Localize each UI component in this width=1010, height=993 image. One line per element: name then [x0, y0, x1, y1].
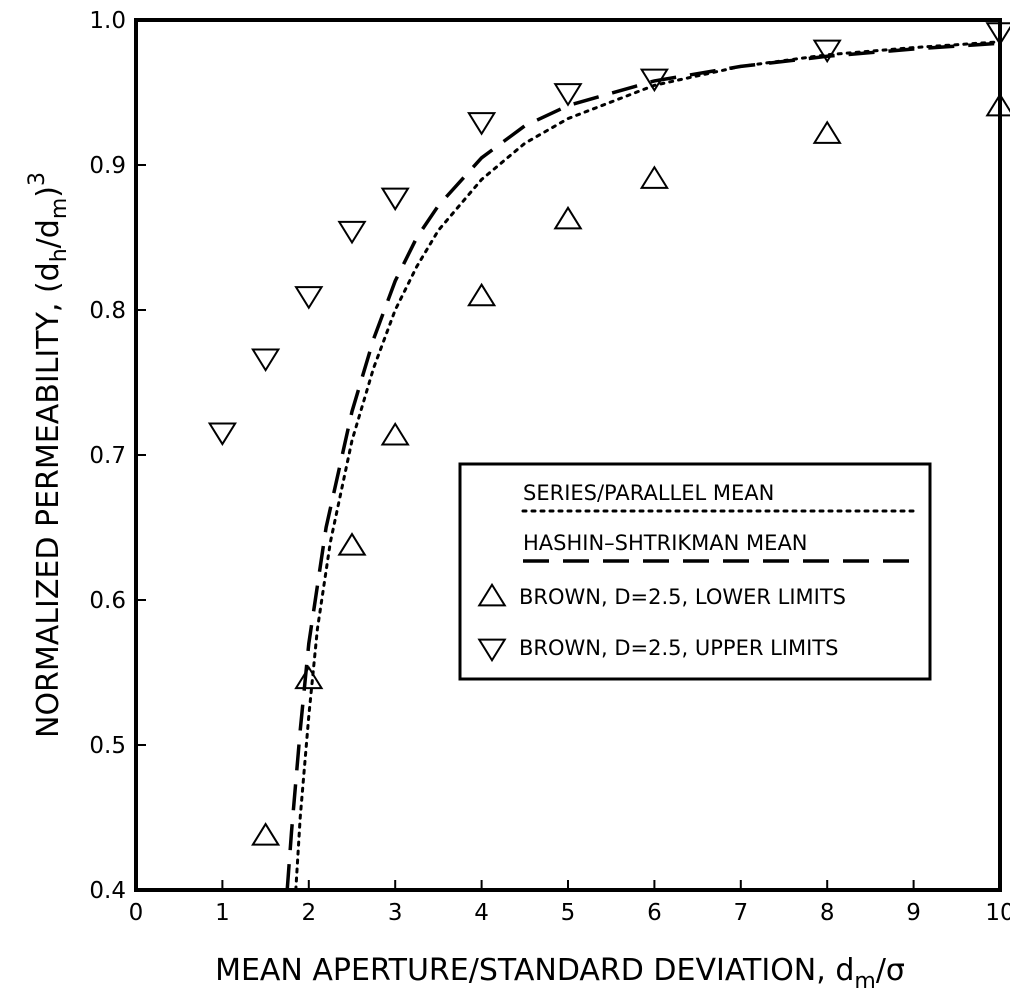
legend-marker-swatch [477, 638, 507, 663]
hashin-shtrikman-mean-line [285, 41, 1000, 890]
upper-limit-point [251, 348, 281, 373]
y-tick-label: 0.4 [89, 878, 126, 904]
y-tick-label: 0.7 [89, 443, 126, 469]
upper-limit-point [207, 422, 237, 446]
y-tick-label: 0.8 [89, 298, 126, 324]
y-tick-label: 0.5 [89, 733, 126, 759]
y-tick-label: 0.9 [89, 153, 126, 179]
x-tick-label: 6 [647, 900, 662, 926]
plot-area-frame [134, 18, 1002, 892]
x-axis-label: MEAN APERTURE/STANDARD DEVIATION, dm/σ [215, 953, 905, 993]
legend-label: HASHIN–SHTRIKMAN MEAN [523, 531, 808, 555]
legend-label: BROWN, D=2.5, UPPER LIMITS [519, 636, 838, 660]
x-tick-label: 10 [985, 900, 1010, 926]
upper-limit-point [639, 68, 669, 93]
x-tick-label: 8 [820, 900, 835, 926]
lower-limit-point [337, 532, 367, 556]
upper-limit-point [812, 39, 842, 64]
legend-marker-swatch [477, 582, 507, 607]
legend-label: SERIES/PARALLEL MEAN [523, 481, 774, 505]
series-parallel-mean-line [294, 40, 1000, 890]
legend-label: BROWN, D=2.5, LOWER LIMITS [519, 585, 846, 609]
lower-limit-point [294, 665, 324, 690]
upper-limit-point [380, 187, 410, 212]
lower-limit-point [553, 205, 583, 230]
y-axis-label: NORMALIZED PERMEABILITY, (dh/dm)3 [25, 172, 72, 738]
x-tick-label: 1 [215, 900, 230, 926]
x-tick-label: 5 [561, 900, 576, 926]
x-tick-label: 0 [129, 900, 144, 926]
y-tick-label: 0.6 [89, 588, 126, 614]
upper-limit-point [467, 112, 497, 136]
x-tick-label: 2 [301, 900, 316, 926]
upper-limit-point [553, 83, 583, 107]
x-tick-label: 9 [906, 900, 921, 926]
x-tick-label: 4 [474, 900, 489, 926]
lower-limit-point [985, 92, 1010, 117]
lower-limit-point [251, 822, 281, 846]
lower-limit-point [812, 120, 842, 144]
lower-limit-point [467, 282, 497, 307]
legend-box [458, 462, 932, 681]
x-tick-label: 3 [388, 900, 403, 926]
x-tick-label: 7 [733, 900, 748, 926]
lower-limit-point [639, 165, 669, 189]
upper-limit-point [294, 286, 324, 310]
lower-limit-point [380, 421, 410, 446]
upper-limit-point [985, 22, 1010, 46]
upper-limit-point [337, 220, 367, 245]
y-tick-label: 1.0 [89, 8, 126, 34]
